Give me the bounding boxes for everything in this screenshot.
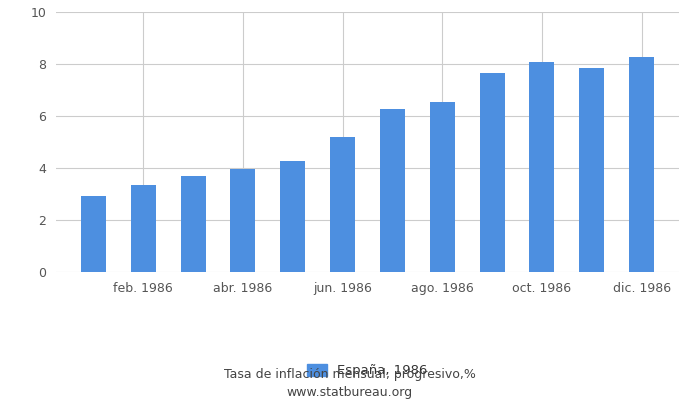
Bar	[131, 185, 155, 272]
Bar	[380, 109, 405, 272]
Text: Tasa de inflación mensual, progresivo,%: Tasa de inflación mensual, progresivo,%	[224, 368, 476, 381]
Bar	[280, 161, 305, 272]
Bar	[330, 137, 355, 272]
Bar	[230, 169, 256, 272]
Bar	[81, 196, 106, 272]
Bar	[529, 62, 554, 272]
Legend: España, 1986: España, 1986	[302, 358, 433, 382]
Text: www.statbureau.org: www.statbureau.org	[287, 386, 413, 399]
Bar	[629, 57, 654, 272]
Bar	[181, 176, 206, 272]
Bar	[480, 73, 505, 272]
Bar	[580, 68, 604, 272]
Bar	[430, 102, 455, 272]
